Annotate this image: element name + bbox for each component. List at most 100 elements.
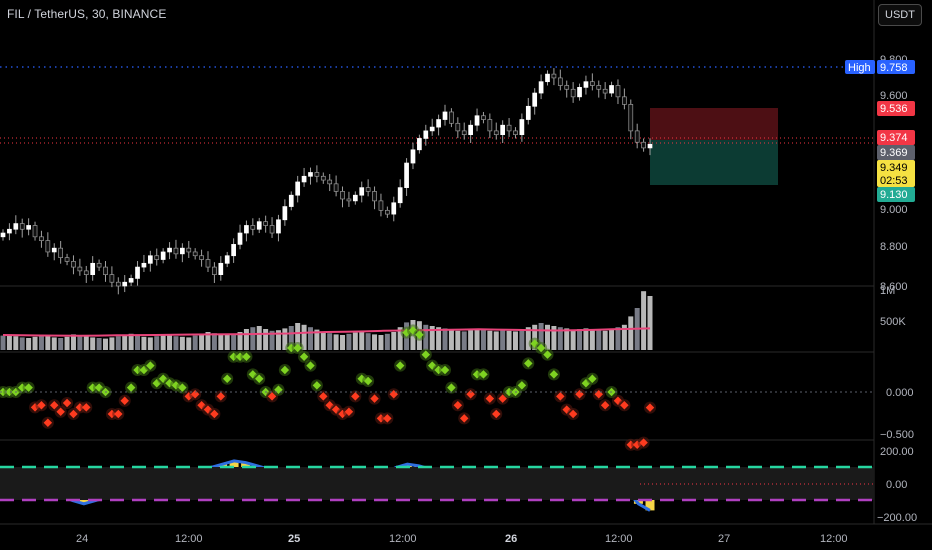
volume-bar[interactable] — [468, 330, 474, 350]
candle-body[interactable] — [372, 191, 377, 202]
volume-bar[interactable] — [589, 329, 595, 350]
volume-bar[interactable] — [250, 327, 256, 350]
volume-bar[interactable] — [38, 335, 44, 350]
osc-point[interactable] — [82, 403, 91, 412]
volume-bar[interactable] — [135, 335, 141, 350]
volume-bar[interactable] — [301, 324, 307, 350]
volume-bar[interactable] — [186, 337, 192, 350]
candle-body[interactable] — [276, 219, 281, 234]
candle-body[interactable] — [551, 73, 557, 79]
osc-point[interactable] — [620, 400, 629, 410]
osc-point[interactable] — [267, 392, 277, 401]
osc-point[interactable] — [395, 361, 405, 370]
volume-bar[interactable] — [570, 329, 576, 350]
volume-bar[interactable] — [372, 334, 378, 350]
volume-bar[interactable] — [295, 323, 301, 350]
volume-bar[interactable] — [602, 330, 608, 350]
volume-bar[interactable] — [147, 337, 153, 350]
volume-bar[interactable] — [51, 337, 57, 350]
stop-loss-zone[interactable] — [650, 108, 778, 140]
osc-point[interactable] — [351, 392, 360, 401]
candle-body[interactable] — [263, 221, 268, 226]
candle-body[interactable] — [244, 225, 249, 234]
volume-bar[interactable] — [480, 329, 486, 350]
volume-bar[interactable] — [365, 333, 371, 350]
volume-bar[interactable] — [83, 336, 89, 350]
volume-bar[interactable] — [90, 337, 96, 350]
candle-body[interactable] — [641, 141, 646, 149]
volume-bar[interactable] — [19, 337, 25, 350]
candle-body[interactable] — [199, 255, 204, 260]
candle-body[interactable] — [423, 130, 429, 139]
volume-bar[interactable] — [423, 324, 429, 350]
volume-bar[interactable] — [512, 331, 518, 350]
volume-bar[interactable] — [352, 332, 358, 350]
candle-body[interactable] — [26, 225, 31, 230]
candle-body[interactable] — [103, 266, 108, 276]
osc-point[interactable] — [492, 409, 501, 419]
candle-body[interactable] — [160, 251, 166, 260]
osc-point[interactable] — [645, 403, 655, 412]
candle-body[interactable] — [250, 225, 256, 230]
osc-point[interactable] — [568, 409, 578, 419]
osc-point[interactable] — [447, 383, 456, 392]
candle-body[interactable] — [19, 223, 25, 230]
osc-point[interactable] — [319, 392, 328, 401]
osc-point[interactable] — [536, 343, 546, 353]
osc-point[interactable] — [440, 365, 450, 375]
volume-bar[interactable] — [346, 333, 352, 350]
volume-bar[interactable] — [167, 335, 173, 350]
candle-body[interactable] — [404, 162, 409, 188]
candle-body[interactable] — [436, 119, 441, 128]
volume-bar[interactable] — [211, 333, 217, 350]
candle-body[interactable] — [64, 257, 70, 262]
candle-body[interactable] — [231, 244, 236, 257]
volume-bar[interactable] — [77, 335, 83, 350]
candle-body[interactable] — [90, 262, 96, 275]
take-profit-zone[interactable] — [650, 140, 778, 185]
candle-body[interactable] — [212, 266, 217, 276]
volume-bar[interactable] — [615, 327, 621, 350]
candle-body[interactable] — [634, 130, 640, 143]
candle-body[interactable] — [570, 88, 576, 98]
candle-body[interactable] — [0, 232, 6, 238]
candle-body[interactable] — [378, 200, 384, 211]
candle-body[interactable] — [167, 247, 172, 253]
volume-bar[interactable] — [205, 332, 211, 350]
candlestick-series[interactable] — [0, 68, 653, 295]
volume-bar[interactable] — [583, 328, 589, 350]
candle-body[interactable] — [282, 206, 288, 221]
candle-body[interactable] — [346, 198, 352, 202]
osc-point[interactable] — [62, 398, 72, 408]
candle-body[interactable] — [13, 223, 19, 230]
volume-bar[interactable] — [564, 328, 570, 350]
osc-point[interactable] — [126, 383, 136, 392]
candle-body[interactable] — [493, 130, 499, 136]
volume-bar[interactable] — [455, 330, 461, 350]
candle-body[interactable] — [122, 281, 128, 287]
volume-bar[interactable] — [224, 335, 230, 350]
candle-body[interactable] — [224, 255, 230, 264]
osc-point[interactable] — [69, 409, 78, 419]
candle-body[interactable] — [365, 187, 371, 192]
osc-point[interactable] — [293, 343, 302, 353]
candle-body[interactable] — [449, 111, 454, 124]
osc-point[interactable] — [299, 352, 309, 362]
volume-bar[interactable] — [436, 327, 442, 350]
candle-body[interactable] — [58, 247, 64, 258]
candle-body[interactable] — [442, 111, 448, 120]
osc-point[interactable] — [210, 409, 219, 419]
volume-bar[interactable] — [314, 329, 320, 350]
candle-body[interactable] — [506, 124, 512, 132]
candle-body[interactable] — [352, 194, 358, 202]
volume-bar[interactable] — [58, 338, 64, 350]
volume-bar[interactable] — [506, 330, 512, 350]
candle-body[interactable] — [410, 149, 416, 164]
candle-body[interactable] — [538, 81, 544, 94]
volume-bar[interactable] — [237, 332, 243, 350]
candle-body[interactable] — [218, 262, 224, 275]
candle-body[interactable] — [141, 262, 147, 268]
volume-bar[interactable] — [461, 331, 467, 350]
osc-point[interactable] — [312, 381, 322, 390]
volume-bar[interactable] — [199, 334, 205, 350]
